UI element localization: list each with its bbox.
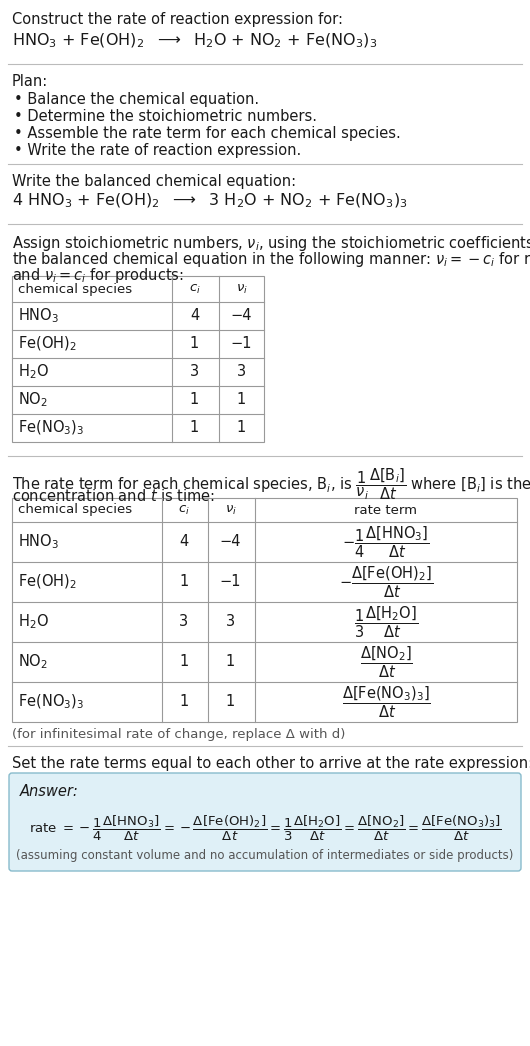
Text: 3: 3	[180, 614, 189, 630]
Text: 1: 1	[237, 392, 246, 408]
Text: −4: −4	[220, 535, 241, 549]
Text: $\nu_i$: $\nu_i$	[225, 503, 236, 517]
Text: Set the rate terms equal to each other to arrive at the rate expression:: Set the rate terms equal to each other t…	[12, 756, 530, 771]
Text: 3: 3	[226, 614, 235, 630]
Text: −4: −4	[231, 309, 252, 323]
Text: The rate term for each chemical species, B$_i$, is $\dfrac{1}{\nu_i}\dfrac{\Delt: The rate term for each chemical species,…	[12, 467, 530, 502]
Text: −1: −1	[231, 337, 252, 351]
Text: −1: −1	[220, 574, 241, 590]
Text: 4 HNO$_3$ + Fe(OH)$_2$  $\longrightarrow$  3 H$_2$O + NO$_2$ + Fe(NO$_3$)$_3$: 4 HNO$_3$ + Fe(OH)$_2$ $\longrightarrow$…	[12, 192, 408, 210]
Text: 1: 1	[190, 337, 199, 351]
Text: the balanced chemical equation in the following manner: $\nu_i = -c_i$ for react: the balanced chemical equation in the fo…	[12, 250, 530, 269]
Text: $\dfrac{\Delta[\mathrm{NO_2}]}{\Delta t}$: $\dfrac{\Delta[\mathrm{NO_2}]}{\Delta t}…	[359, 644, 412, 680]
Text: (assuming constant volume and no accumulation of intermediates or side products): (assuming constant volume and no accumul…	[16, 849, 514, 863]
Text: Assign stoichiometric numbers, $\nu_i$, using the stoichiometric coefficients, $: Assign stoichiometric numbers, $\nu_i$, …	[12, 234, 530, 253]
Text: Fe(NO$_3$)$_3$: Fe(NO$_3$)$_3$	[18, 418, 84, 437]
Text: 1: 1	[237, 420, 246, 435]
Text: concentration and $t$ is time:: concentration and $t$ is time:	[12, 488, 215, 504]
Bar	[12, 276, 264, 442]
Text: $c_i$: $c_i$	[178, 503, 190, 517]
Text: HNO$_3$ + Fe(OH)$_2$  $\longrightarrow$  H$_2$O + NO$_2$ + Fe(NO$_3$)$_3$: HNO$_3$ + Fe(OH)$_2$ $\longrightarrow$ H…	[12, 32, 377, 50]
Text: and $\nu_i = c_i$ for products:: and $\nu_i = c_i$ for products:	[12, 266, 184, 285]
Text: Fe(OH)$_2$: Fe(OH)$_2$	[18, 335, 77, 354]
Text: Write the balanced chemical equation:: Write the balanced chemical equation:	[12, 174, 296, 189]
Text: 1: 1	[179, 695, 189, 709]
Text: chemical species: chemical species	[18, 282, 132, 296]
Text: HNO$_3$: HNO$_3$	[18, 532, 59, 551]
Text: 3: 3	[190, 364, 199, 380]
Text: $\dfrac{\Delta[\mathrm{Fe(NO_3)_3}]}{\Delta t}$: $\dfrac{\Delta[\mathrm{Fe(NO_3)_3}]}{\De…	[341, 684, 430, 720]
Text: Construct the rate of reaction expression for:: Construct the rate of reaction expressio…	[12, 12, 343, 27]
Text: • Balance the chemical equation.: • Balance the chemical equation.	[14, 92, 259, 107]
Text: Fe(OH)$_2$: Fe(OH)$_2$	[18, 573, 77, 591]
Text: $\dfrac{1}{3}\dfrac{\Delta[\mathrm{H_2O}]}{\Delta t}$: $\dfrac{1}{3}\dfrac{\Delta[\mathrm{H_2O}…	[354, 605, 418, 640]
Bar	[12, 498, 517, 722]
Text: $\nu_i$: $\nu_i$	[235, 282, 248, 296]
Text: 1: 1	[179, 574, 189, 590]
Text: rate $= -\dfrac{1}{4}\dfrac{\Delta[\mathrm{HNO_3}]}{\Delta t} = -\dfrac{\Delta[\: rate $= -\dfrac{1}{4}\dfrac{\Delta[\math…	[29, 814, 501, 843]
Text: • Write the rate of reaction expression.: • Write the rate of reaction expression.	[14, 143, 301, 158]
Text: 1: 1	[190, 420, 199, 435]
Text: rate term: rate term	[355, 503, 418, 517]
Text: 4: 4	[179, 535, 189, 549]
Text: NO$_2$: NO$_2$	[18, 653, 48, 672]
Text: $c_i$: $c_i$	[189, 282, 200, 296]
Text: 1: 1	[179, 655, 189, 669]
Text: H$_2$O: H$_2$O	[18, 363, 49, 382]
Text: H$_2$O: H$_2$O	[18, 613, 49, 632]
Text: chemical species: chemical species	[18, 503, 132, 517]
Text: HNO$_3$: HNO$_3$	[18, 306, 59, 325]
FancyBboxPatch shape	[9, 773, 521, 871]
Text: Answer:: Answer:	[20, 784, 79, 799]
Text: 4: 4	[190, 309, 199, 323]
Text: • Determine the stoichiometric numbers.: • Determine the stoichiometric numbers.	[14, 109, 317, 124]
Text: (for infinitesimal rate of change, replace Δ with d): (for infinitesimal rate of change, repla…	[12, 728, 346, 741]
Text: • Assemble the rate term for each chemical species.: • Assemble the rate term for each chemic…	[14, 126, 401, 141]
Text: Plan:: Plan:	[12, 74, 48, 89]
Text: NO$_2$: NO$_2$	[18, 390, 48, 409]
Text: 1: 1	[190, 392, 199, 408]
Text: 1: 1	[226, 655, 235, 669]
Text: 1: 1	[226, 695, 235, 709]
Text: $-\dfrac{\Delta[\mathrm{Fe(OH)_2}]}{\Delta t}$: $-\dfrac{\Delta[\mathrm{Fe(OH)_2}]}{\Del…	[339, 564, 433, 599]
Text: $-\dfrac{1}{4}\dfrac{\Delta[\mathrm{HNO_3}]}{\Delta t}$: $-\dfrac{1}{4}\dfrac{\Delta[\mathrm{HNO_…	[342, 524, 430, 560]
Text: Fe(NO$_3$)$_3$: Fe(NO$_3$)$_3$	[18, 692, 84, 711]
Text: 3: 3	[237, 364, 246, 380]
